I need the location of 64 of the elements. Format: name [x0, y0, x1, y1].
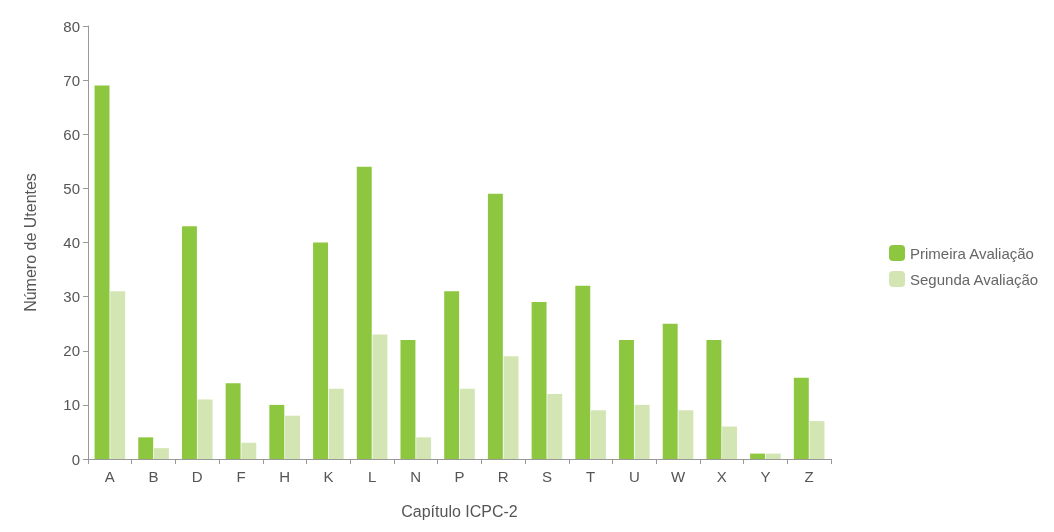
bar [444, 291, 460, 459]
bar [662, 323, 678, 459]
bar [634, 404, 650, 459]
bar [94, 85, 110, 459]
bar [269, 404, 285, 459]
y-tick-label: 0 [71, 450, 80, 468]
x-tick-label: K [323, 468, 334, 485]
bar [750, 453, 766, 459]
bar [765, 453, 781, 459]
y-tick-label: 70 [63, 71, 80, 89]
bar [138, 437, 154, 459]
bar [416, 437, 432, 459]
bar [487, 193, 503, 459]
x-tick-label: N [410, 468, 422, 485]
bar [706, 339, 722, 459]
bar [459, 388, 475, 459]
y-tick-label: 60 [63, 125, 80, 143]
x-tick-label: U [628, 468, 640, 485]
x-tick-label: L [367, 468, 377, 485]
x-tick-label: R [497, 468, 509, 485]
bar [225, 383, 241, 459]
bar [400, 339, 416, 459]
bar [110, 291, 126, 459]
y-tick-label: 30 [63, 288, 80, 306]
y-tick-label: 20 [63, 342, 80, 360]
x-tick-label: D [191, 468, 203, 485]
x-tick-label: W [670, 468, 686, 485]
bar [547, 394, 563, 459]
bar [372, 334, 388, 459]
bar [793, 377, 809, 459]
legend-label: Segunda Avaliação [910, 270, 1039, 288]
x-tick-label: S [541, 468, 552, 485]
x-tick-label: A [104, 468, 115, 485]
y-tick-label: 80 [63, 17, 80, 35]
bar [181, 226, 197, 459]
bar [153, 448, 169, 459]
x-tick-label: X [716, 468, 727, 485]
x-tick-label: T [586, 468, 596, 485]
bar [809, 421, 825, 459]
y-tick-label: 40 [63, 234, 80, 251]
bar [619, 339, 634, 459]
bar [575, 285, 591, 459]
legend-label: Primeira Avaliação [910, 244, 1034, 262]
x-tick-label: F [236, 468, 246, 485]
x-tick-label: P [454, 468, 465, 485]
bar [285, 415, 300, 459]
x-tick-label: B [148, 468, 159, 485]
bar [241, 442, 257, 459]
x-axis-title: Capítulo ICPC-2 [401, 502, 518, 520]
x-tick-label: Y [760, 468, 771, 485]
y-axis-title: Número de Utentes [21, 173, 39, 312]
bar [590, 410, 606, 459]
bar [313, 242, 329, 459]
y-tick-label: 50 [63, 179, 80, 197]
bar [722, 426, 738, 459]
bar [356, 166, 372, 459]
bar [531, 302, 547, 459]
y-tick-label: 10 [63, 396, 80, 414]
bar [503, 356, 519, 459]
bar [678, 410, 694, 459]
x-tick-label: Z [804, 468, 814, 485]
bar [197, 399, 213, 459]
x-tick-label: H [279, 468, 291, 485]
bar [328, 388, 344, 459]
